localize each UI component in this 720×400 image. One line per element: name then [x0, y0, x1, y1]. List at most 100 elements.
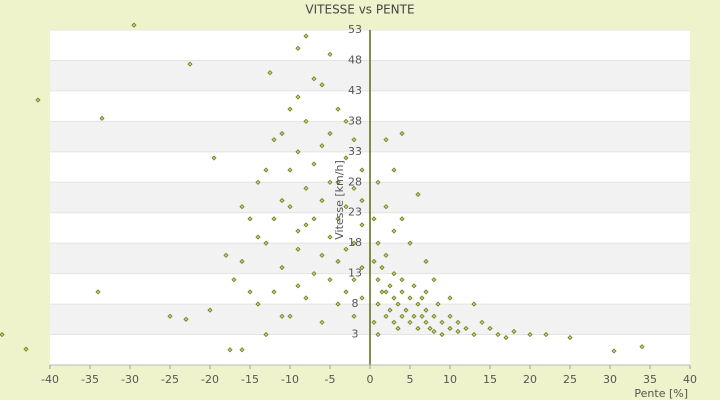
point	[311, 271, 317, 277]
point	[263, 331, 269, 338]
point	[131, 22, 137, 28]
point	[431, 328, 437, 335]
point	[359, 295, 365, 301]
point	[423, 289, 429, 295]
y-tick-label: 8	[352, 297, 359, 310]
point	[455, 328, 461, 335]
points	[0, 22, 645, 354]
point	[359, 197, 365, 204]
point	[399, 216, 405, 222]
y-tick-label: 33	[348, 145, 362, 158]
point	[319, 197, 325, 204]
point	[379, 264, 385, 271]
point	[319, 143, 325, 149]
y-tick-label: 38	[348, 114, 362, 127]
point	[319, 252, 325, 258]
point	[207, 307, 213, 313]
point	[279, 264, 285, 271]
point	[411, 283, 417, 289]
x-tick-label: 35	[643, 373, 657, 386]
point	[383, 137, 389, 143]
point	[279, 130, 285, 137]
x-tick-label: 40	[683, 373, 697, 386]
point	[239, 258, 245, 265]
x-tick-label: -5	[325, 373, 336, 386]
point	[375, 301, 381, 307]
point	[335, 179, 341, 185]
plot-area	[49, 29, 691, 369]
point	[455, 319, 461, 325]
y-tick-label: 13	[348, 267, 362, 280]
point	[327, 51, 333, 57]
point	[35, 97, 41, 103]
y-tick-label: 23	[348, 206, 362, 219]
point	[255, 179, 261, 185]
point	[295, 246, 301, 252]
point	[423, 319, 429, 325]
point	[319, 82, 325, 88]
point	[403, 307, 409, 313]
point	[399, 313, 405, 319]
point	[303, 33, 309, 39]
point	[439, 331, 445, 338]
point	[423, 307, 429, 313]
point	[239, 204, 245, 210]
x-tick-label: 0	[367, 373, 374, 386]
point	[167, 313, 173, 319]
point	[255, 301, 261, 307]
point	[471, 301, 477, 307]
point	[391, 167, 397, 173]
point	[351, 185, 357, 191]
point	[343, 246, 349, 252]
point	[287, 313, 293, 319]
y-axis-label: Vitesse [km/h]	[333, 160, 346, 240]
point	[279, 197, 285, 204]
point	[287, 204, 293, 210]
point	[567, 335, 573, 341]
point	[223, 252, 229, 258]
x-tick-label: -40	[41, 373, 59, 386]
point	[359, 222, 365, 228]
point	[295, 45, 301, 51]
point	[211, 155, 217, 161]
point	[391, 271, 397, 277]
point	[503, 335, 509, 341]
point	[239, 347, 245, 353]
point	[471, 331, 477, 338]
x-tick-label: -20	[201, 373, 219, 386]
point	[439, 319, 445, 325]
point	[399, 289, 405, 295]
point	[303, 295, 309, 301]
point	[187, 61, 193, 67]
point	[343, 289, 349, 295]
point	[279, 313, 285, 319]
x-tick-label: 15	[483, 373, 497, 386]
x-tick-label: 20	[523, 373, 537, 386]
point	[343, 155, 349, 161]
point	[375, 240, 381, 246]
point	[639, 344, 645, 350]
point	[527, 331, 533, 338]
point	[395, 325, 401, 332]
point	[495, 331, 501, 338]
y-tick-label: 43	[348, 84, 362, 97]
point	[395, 301, 401, 307]
point	[263, 167, 269, 173]
point	[0, 331, 5, 338]
point	[391, 319, 397, 325]
point	[311, 216, 317, 222]
point	[247, 216, 253, 222]
point	[271, 137, 277, 143]
point	[327, 130, 333, 137]
x-tick-label: -30	[121, 373, 139, 386]
x-tick-label: -15	[241, 373, 259, 386]
point	[23, 346, 29, 352]
point	[611, 348, 617, 354]
point	[327, 277, 333, 283]
point	[387, 283, 393, 289]
point	[351, 277, 357, 283]
point	[287, 106, 293, 112]
point	[427, 325, 433, 332]
point	[311, 161, 317, 167]
x-tick-label: 5	[407, 373, 414, 386]
